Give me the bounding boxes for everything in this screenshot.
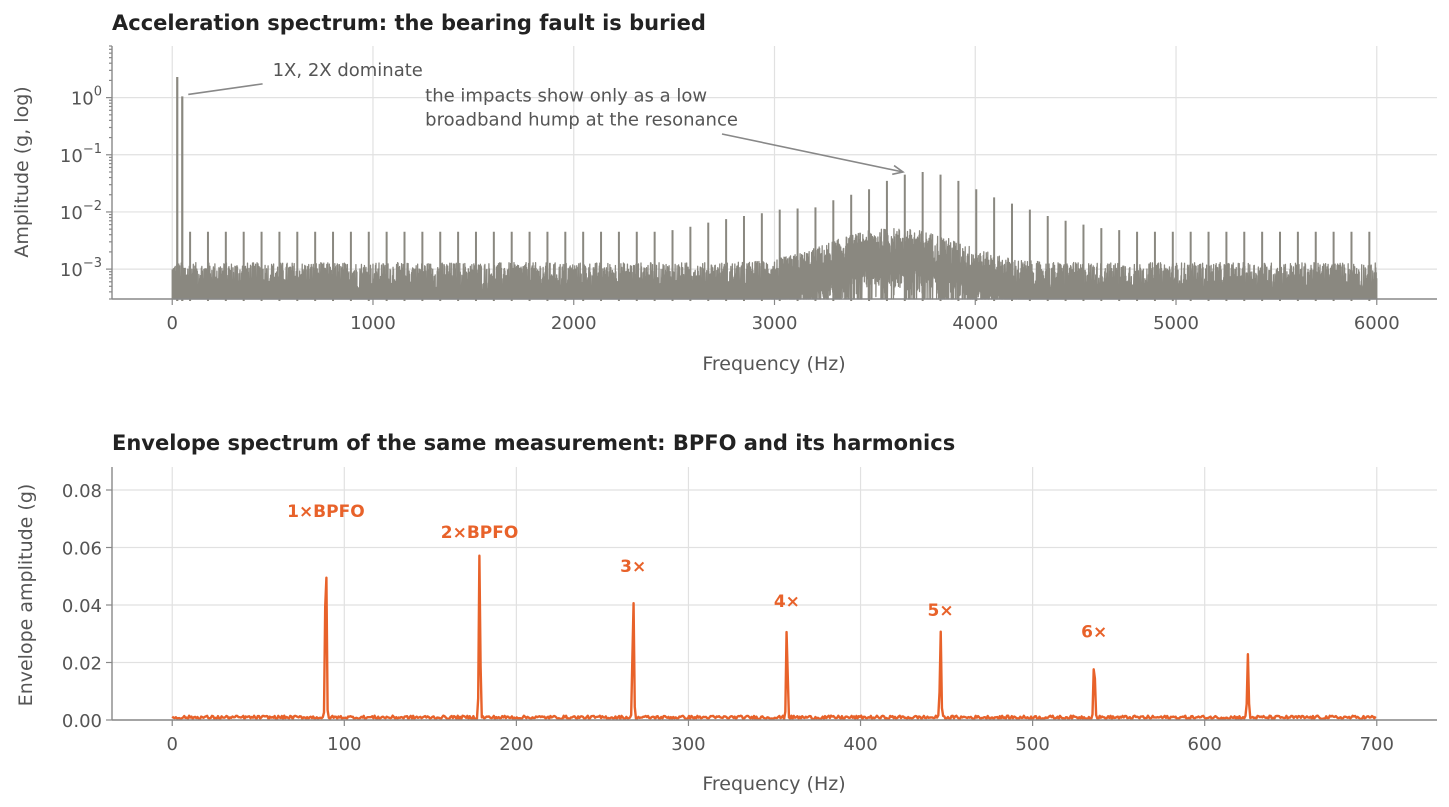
envelope-peak-label: 5× bbox=[928, 601, 954, 621]
envelope-chart-title: Envelope spectrum of the same measuremen… bbox=[112, 431, 955, 455]
envelope-x-tick-label: 500 bbox=[1015, 734, 1049, 755]
acceleration-y-tick-label: 10−2 bbox=[60, 199, 102, 224]
envelope-x-tick-label: 200 bbox=[499, 734, 533, 755]
envelope-y-tick-label: 0.06 bbox=[62, 539, 102, 560]
acceleration-chart-title: Acceleration spectrum: the bearing fault… bbox=[112, 11, 706, 35]
acceleration-grid bbox=[112, 46, 1437, 299]
acceleration-x-tick-label: 1000 bbox=[350, 313, 396, 334]
envelope-peak-label: 3× bbox=[620, 557, 646, 577]
envelope-peak-label: 6× bbox=[1081, 622, 1107, 642]
acceleration-y-tick-label: 10−3 bbox=[60, 256, 102, 281]
envelope-y-tick-label: 0.00 bbox=[62, 711, 102, 732]
envelope-ticks: 0 100 200 300 400 500 600 700 0.00 0.02 0.04 0.06 0.… bbox=[62, 481, 1394, 755]
acceleration-x-axis-label: Frequency (Hz) bbox=[702, 353, 845, 375]
rotor-annotation-text: 1X, 2X dominate bbox=[273, 60, 423, 81]
acceleration-y-tick-label: 10−1 bbox=[60, 142, 102, 167]
envelope-x-tick-label: 300 bbox=[671, 734, 705, 755]
envelope-peak-label: 4× bbox=[774, 592, 800, 612]
hump-annotation-line: broadband hump at the resonance bbox=[425, 110, 738, 131]
hump-annotation-arrowhead bbox=[892, 164, 905, 176]
envelope-series bbox=[171, 554, 1377, 721]
acceleration-x-tick-label: 6000 bbox=[1354, 313, 1400, 334]
envelope-peak-label: 1×BPFO bbox=[287, 502, 365, 522]
hump-annotation-line: the impacts show only as a low bbox=[425, 86, 707, 107]
envelope-x-tick-label: 700 bbox=[1360, 734, 1394, 755]
acceleration-x-tick-label: 0 bbox=[167, 313, 178, 334]
envelope-x-tick-label: 400 bbox=[843, 734, 877, 755]
hump-annotation-arrow bbox=[721, 133, 904, 173]
acceleration-x-tick-label: 4000 bbox=[952, 313, 998, 334]
acceleration-y-axis-label: Amplitude (g, log) bbox=[11, 86, 33, 257]
acceleration-y-tick-label: 100 bbox=[71, 85, 102, 110]
acceleration-noise-trace bbox=[171, 228, 1378, 300]
acceleration-x-tick-label: 5000 bbox=[1153, 313, 1199, 334]
acceleration-ticks: 0 1000 2000 3000 4000 5000 6000 100 10−1 10−2 10−3 bbox=[60, 45, 1400, 334]
envelope-x-tick-label: 0 bbox=[167, 734, 178, 755]
acceleration-series bbox=[171, 76, 1378, 301]
envelope-y-tick-label: 0.04 bbox=[62, 596, 102, 617]
acceleration-x-tick-label: 2000 bbox=[551, 313, 597, 334]
envelope-y-axis-label: Envelope amplitude (g) bbox=[15, 484, 37, 707]
acceleration-x-tick-label: 3000 bbox=[752, 313, 798, 334]
envelope-axes bbox=[111, 467, 1437, 721]
envelope-trace bbox=[171, 554, 1377, 721]
envelope-y-tick-label: 0.08 bbox=[62, 481, 102, 502]
envelope-peak-labels: 1×BPFO 2×BPFO 3× 4× 5× 6× bbox=[287, 502, 1107, 642]
rotor-annotation-arrow bbox=[188, 83, 263, 96]
envelope-x-tick-label: 100 bbox=[327, 734, 361, 755]
envelope-x-axis-label: Frequency (Hz) bbox=[702, 773, 845, 795]
acceleration-spectrum-panel: Acceleration spectrum: the bearing fault… bbox=[11, 11, 1437, 375]
envelope-peak-label: 2×BPFO bbox=[441, 523, 519, 543]
envelope-x-tick-label: 600 bbox=[1188, 734, 1222, 755]
envelope-spectrum-panel: Envelope spectrum of the same measuremen… bbox=[15, 431, 1437, 795]
envelope-y-tick-label: 0.02 bbox=[62, 654, 102, 675]
